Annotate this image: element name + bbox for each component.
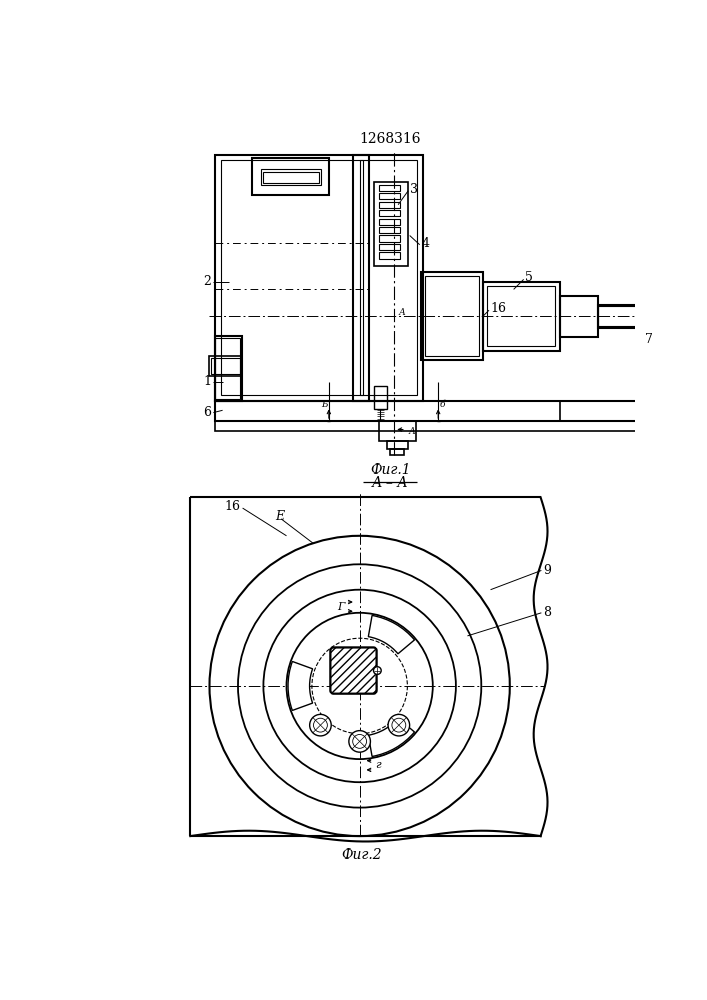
Bar: [421, 272, 483, 360]
Circle shape: [349, 731, 370, 752]
Text: Г: Г: [337, 602, 344, 612]
Bar: [425, 276, 479, 356]
Bar: [354, 155, 423, 401]
Circle shape: [373, 667, 381, 674]
Bar: [215, 155, 369, 401]
Text: Фиг.2: Фиг.2: [341, 848, 382, 862]
Text: А: А: [398, 308, 405, 317]
Bar: [215, 401, 638, 421]
Bar: [264, 172, 319, 183]
Circle shape: [310, 714, 331, 736]
Bar: [379, 235, 400, 242]
Bar: [379, 219, 400, 225]
Bar: [215, 421, 638, 431]
Wedge shape: [368, 615, 414, 654]
Text: А – А: А – А: [372, 476, 409, 490]
Bar: [560, 296, 598, 337]
Bar: [373, 386, 387, 409]
FancyBboxPatch shape: [330, 647, 377, 694]
Text: 1268316: 1268316: [360, 132, 421, 146]
Circle shape: [388, 714, 409, 736]
Text: Е: Е: [275, 510, 284, 523]
Bar: [379, 244, 400, 250]
Bar: [209, 356, 242, 376]
Bar: [598, 305, 641, 328]
Bar: [221, 160, 363, 395]
Bar: [387, 441, 408, 449]
Bar: [560, 401, 637, 421]
Text: б: б: [440, 400, 445, 409]
Bar: [211, 358, 240, 374]
Text: 9: 9: [543, 564, 551, 577]
Bar: [360, 160, 416, 395]
Text: 6: 6: [203, 406, 211, 419]
Bar: [379, 252, 400, 259]
Text: 16: 16: [224, 500, 240, 513]
Text: 4: 4: [421, 237, 429, 250]
Bar: [598, 306, 639, 326]
Bar: [641, 310, 672, 323]
Text: 3: 3: [409, 183, 418, 196]
Bar: [379, 210, 400, 216]
Bar: [379, 193, 400, 199]
Text: 7: 7: [645, 333, 653, 346]
Text: Б: Б: [321, 400, 327, 409]
Bar: [483, 282, 560, 351]
Text: 1: 1: [203, 375, 211, 388]
Bar: [379, 421, 416, 441]
Text: А: А: [408, 427, 415, 436]
Bar: [379, 227, 400, 233]
Wedge shape: [368, 718, 414, 756]
Text: 16: 16: [491, 302, 506, 315]
Text: 5: 5: [525, 271, 533, 284]
Text: 2: 2: [203, 275, 211, 288]
Bar: [379, 185, 400, 191]
Text: 8: 8: [543, 606, 551, 619]
Bar: [252, 158, 329, 195]
Bar: [261, 169, 321, 185]
Wedge shape: [288, 661, 312, 710]
Text: г: г: [375, 760, 380, 770]
Bar: [215, 338, 240, 399]
Bar: [373, 182, 408, 266]
Text: Фиг.1: Фиг.1: [370, 463, 411, 477]
Bar: [487, 286, 555, 346]
Bar: [215, 336, 242, 401]
Bar: [390, 449, 404, 455]
Bar: [379, 202, 400, 208]
